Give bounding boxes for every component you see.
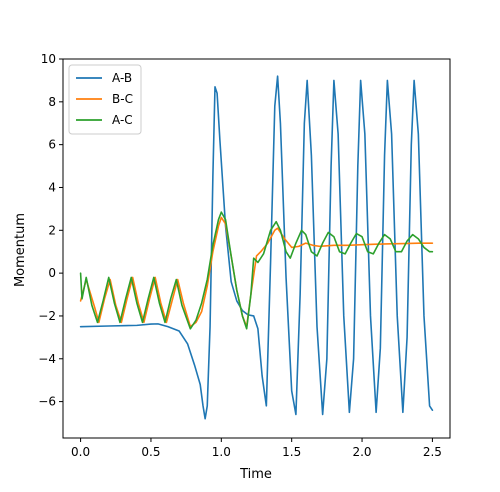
x-axis-ticks: 0.0 0.5 1.0 1.5 2.0 2.5 [71, 438, 442, 459]
y-tick-label: −6 [38, 395, 56, 409]
y-tick-label: −4 [38, 352, 56, 366]
series-line-b-c [79, 216, 434, 328]
plot-area [62, 58, 451, 439]
legend-label-a-b: A-B [112, 71, 132, 85]
y-tick-label: 6 [48, 138, 56, 152]
y-axis-ticks: −6 −4 −2 0 2 4 6 8 10 [38, 52, 63, 409]
x-tick-label: 1.0 [212, 445, 231, 459]
legend-box [68, 64, 142, 135]
y-tick-label: 0 [48, 266, 56, 280]
legend-label-a-c: A-C [112, 113, 133, 127]
legend-label-b-c: B-C [112, 92, 133, 106]
y-tick-label: 2 [48, 223, 56, 237]
series-line-a-c [79, 211, 434, 330]
x-tick-label: 0.0 [71, 445, 90, 459]
x-tick-label: 2.0 [352, 445, 371, 459]
legend: A-B B-C A-C [68, 64, 142, 135]
axes-frame [62, 58, 451, 439]
y-tick-label: −2 [38, 309, 56, 323]
x-tick-label: 2.5 [423, 445, 442, 459]
y-tick-label: 4 [48, 180, 56, 194]
series-line-a-b [79, 75, 434, 420]
y-axis-label: Momentum [13, 213, 28, 287]
y-tick-label: 8 [48, 95, 56, 109]
x-tick-label: 1.5 [282, 445, 301, 459]
x-tick-label: 0.5 [141, 445, 160, 459]
y-tick-label: 10 [41, 52, 56, 66]
x-axis-label: Time [239, 467, 272, 482]
